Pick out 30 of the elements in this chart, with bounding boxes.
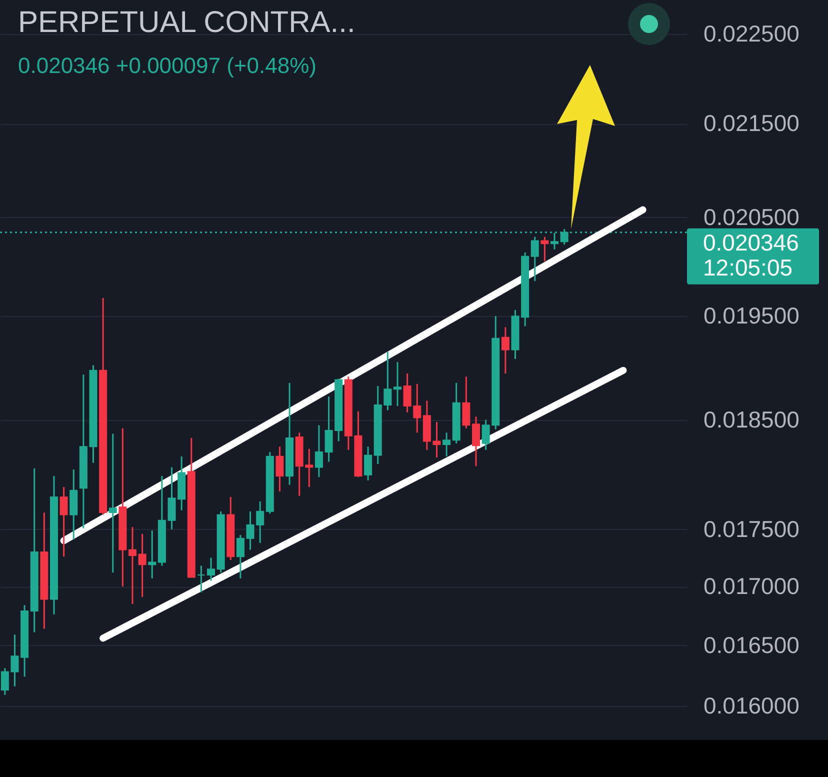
candlestick (108, 432, 117, 574)
candlestick (276, 446, 284, 492)
y-tick-label: 0.021500 (704, 110, 800, 136)
candlestick (442, 432, 451, 458)
y-tick-label: 0.016000 (704, 692, 800, 718)
candlestick (462, 376, 470, 430)
candlestick (540, 236, 549, 262)
y-tick-label: 0.017000 (704, 573, 800, 600)
candlestick (60, 486, 68, 558)
y-tick-label: 0.016500 (704, 632, 800, 658)
y-tick-label: 0.022500 (704, 20, 800, 46)
candlestick (128, 526, 136, 605)
candlestick (364, 446, 372, 482)
ref-line-label: 0.020346 12:05:05 (703, 229, 799, 280)
candlestick (236, 534, 244, 580)
y-tick-label: 0.018500 (704, 406, 800, 432)
text: 0.020346 +0.000097 (+0.48%) (18, 52, 316, 80)
y-tick-label: 0.019500 (704, 302, 800, 329)
candlestick (501, 326, 510, 374)
candlestick (393, 361, 402, 407)
candlestick (472, 416, 480, 467)
y-tick-label: 0.020500 (704, 204, 800, 230)
candlestick (138, 533, 146, 598)
chart-title: PERPETUAL CONTRA... (18, 5, 356, 41)
candlestick (197, 564, 206, 594)
candlestick (148, 530, 156, 580)
candlestick (530, 236, 539, 282)
candlestick (314, 424, 323, 478)
y-tick-label: 0.017500 (704, 516, 800, 542)
candlestick (207, 556, 216, 582)
